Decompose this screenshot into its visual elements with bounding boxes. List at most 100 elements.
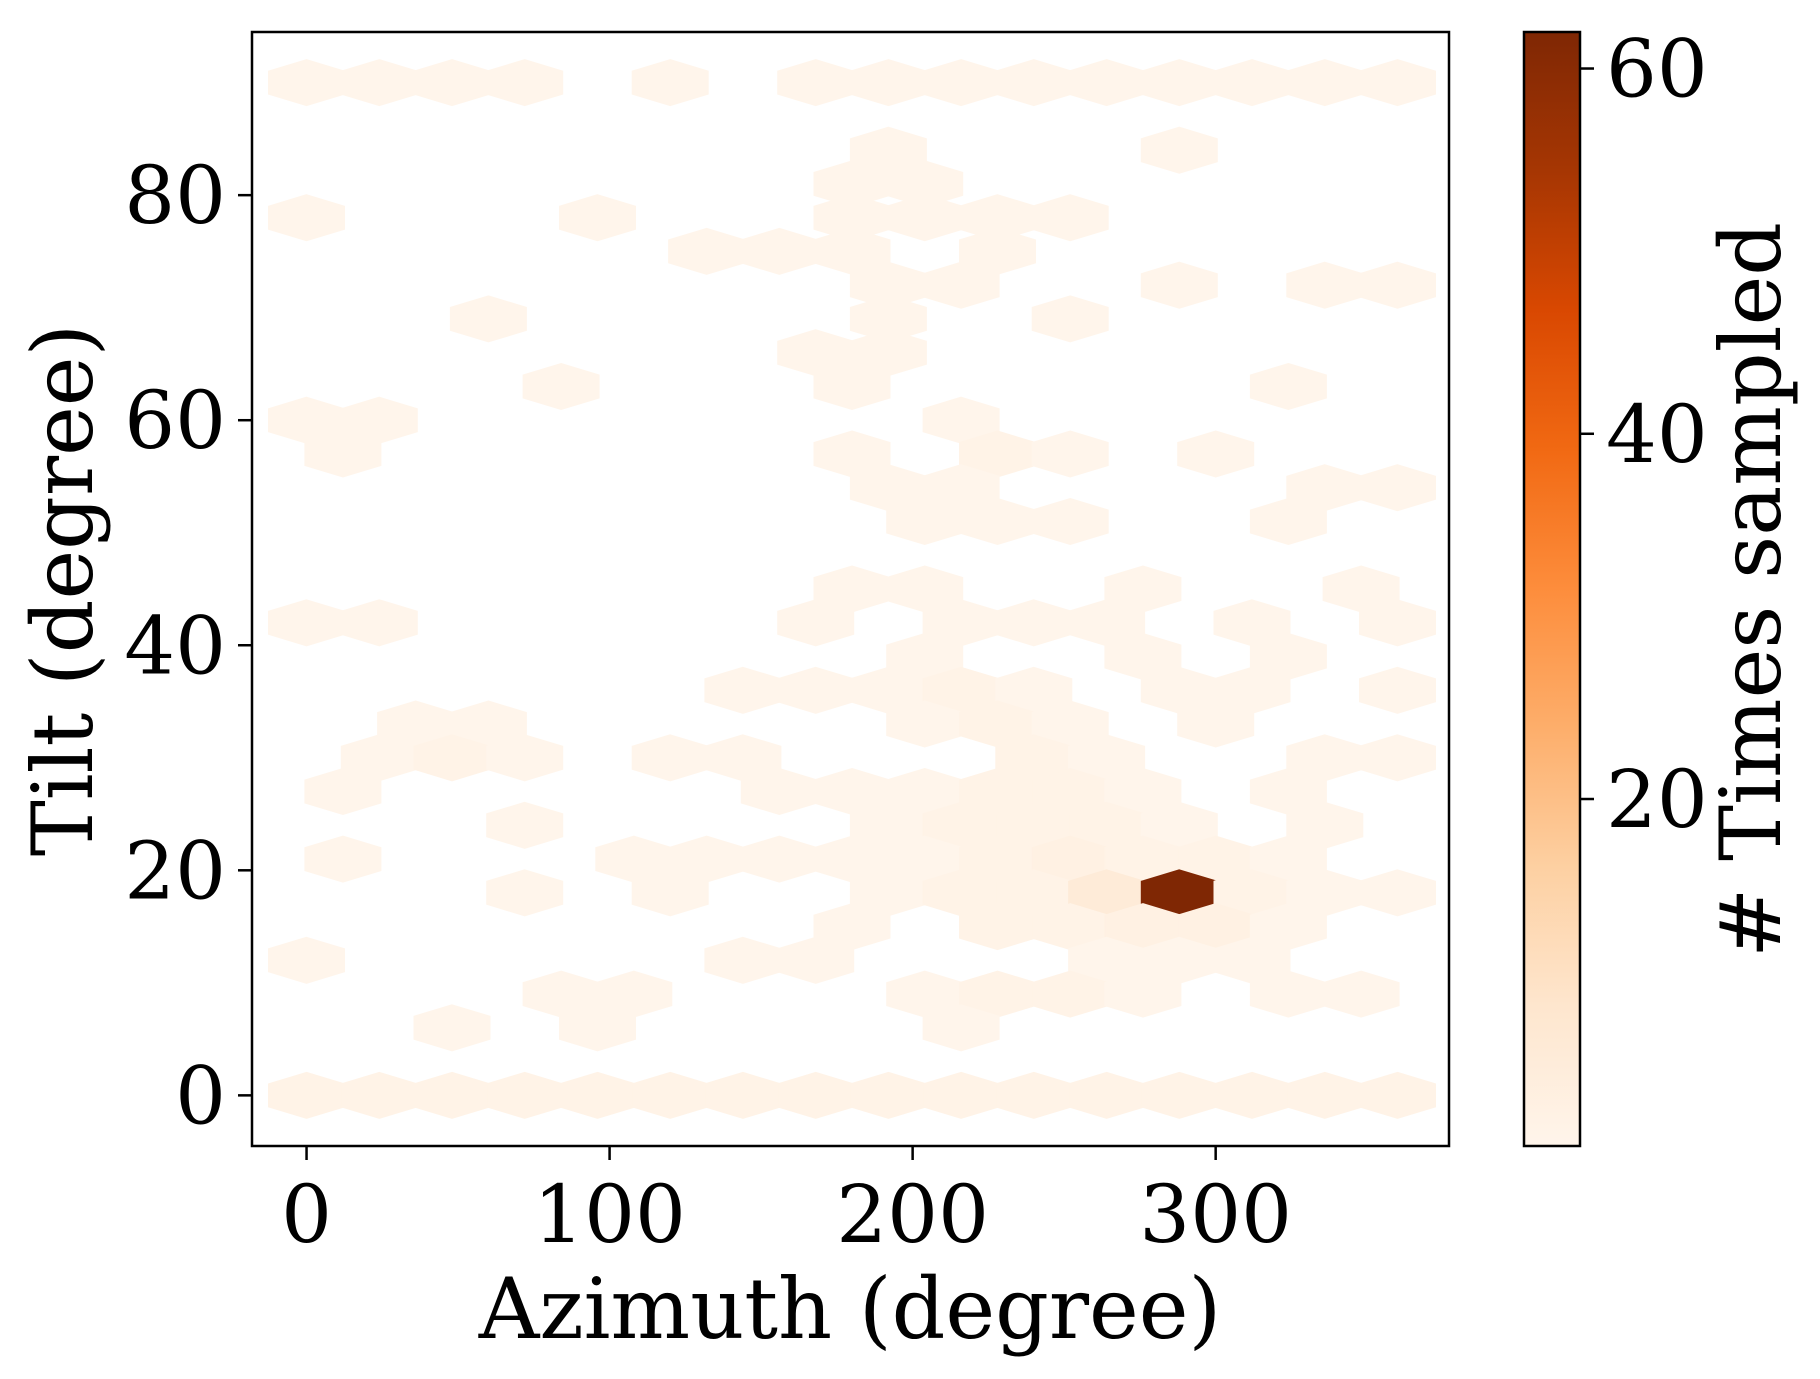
hexbin-cell: [631, 59, 709, 107]
y-axis-ticks: 0 20 40 60 80: [124, 149, 252, 1142]
colorbar-tick-label: 60: [1606, 23, 1708, 116]
x-tick-label: 300: [1139, 1168, 1292, 1261]
hexbin-cell: [413, 1004, 491, 1052]
hexbin-cell: [1104, 970, 1182, 1018]
hexbin-cell: [268, 599, 345, 647]
y-tick-label: 40: [124, 599, 226, 692]
hexbin-cell: [340, 1071, 418, 1119]
hexbin-cell: [413, 59, 491, 107]
hexbin-cell: [922, 1004, 1000, 1052]
hexbin-cell: [1068, 1071, 1146, 1119]
hexbin-cell: [1213, 1071, 1291, 1119]
hexbin-cells: [268, 59, 1436, 1119]
y-tick-label: 0: [175, 1049, 226, 1142]
colorbar-tick-label: 40: [1606, 388, 1708, 481]
hexbin-cell: [995, 599, 1073, 647]
hexbin-cell: [1140, 59, 1218, 107]
hexbin-cell: [922, 261, 1000, 309]
hexbin-cell: [704, 936, 782, 984]
hexbin-cell: [1031, 295, 1109, 343]
hexbin-cell: [268, 1071, 345, 1119]
hexbin-cell: [268, 936, 345, 984]
hexbin-cell: [522, 362, 600, 411]
colorbar-ticks: 20 40 60: [1580, 23, 1708, 846]
hexbin-cell: [704, 1071, 782, 1119]
hexbin-cell: [1359, 59, 1436, 107]
hexbin-cell: [922, 1071, 1000, 1119]
hexbin-cell: [340, 59, 418, 107]
y-tick-label: 20: [124, 824, 226, 917]
hexbin-cell: [1359, 261, 1436, 309]
hexbin-cell: [631, 1071, 709, 1119]
hexbin-cell: [486, 59, 564, 107]
hexbin-cell: [340, 599, 418, 647]
hexbin-cell: [1249, 362, 1327, 411]
hexbin-cell: [922, 59, 1000, 107]
hexbin-cell: [1031, 194, 1109, 242]
hexbin-cell: [1140, 261, 1218, 309]
hexbin-cell: [1359, 464, 1436, 512]
hexbin-cell: [1286, 261, 1364, 309]
hexbin-cell: [849, 1071, 927, 1119]
hexbin-cell: [1359, 666, 1436, 714]
hexbin-cell: [631, 734, 709, 782]
x-axis-ticks: 0 100 200 300: [281, 1146, 1292, 1261]
colorbar-label: # Times sampled: [1702, 222, 1800, 958]
hexbin-cell: [1286, 1071, 1364, 1119]
hexbin-cell: [849, 59, 927, 107]
hexbin-cell: [813, 362, 891, 411]
hexbin-cell: [1249, 497, 1327, 546]
hexbin-cell: [995, 1071, 1073, 1119]
hexbin-cell: [1177, 430, 1255, 478]
hexbin-cell: [1359, 599, 1436, 647]
hexbin-cell: [1286, 59, 1364, 107]
hexbin-cell: [268, 194, 345, 242]
x-tick-label: 100: [533, 1168, 686, 1261]
hexbin-cell: [1359, 869, 1436, 917]
hexbin-cell: [740, 227, 818, 275]
hexbin-cell: [668, 227, 746, 275]
hexbin-cell: [1359, 734, 1436, 782]
hexbin-cell: [1359, 1071, 1436, 1119]
hexbin-cell: [777, 1071, 855, 1119]
hexbin-cell: [1213, 59, 1291, 107]
hexbin-cell: [559, 194, 636, 242]
hexbin-cell: [304, 835, 382, 883]
hexbin-cell: [777, 59, 855, 107]
hexbin-cell: [1177, 700, 1255, 748]
hexbin-cell: [995, 59, 1073, 107]
hexbin-cell: [486, 734, 564, 782]
y-tick-label: 80: [124, 149, 226, 242]
hexbin-cell: [1322, 970, 1400, 1018]
x-axis-label: Azimuth (degree): [478, 1260, 1221, 1358]
plot-frame: [250, 30, 1451, 1148]
hexbin-cell: [777, 666, 855, 714]
hexbin-cell: [631, 869, 709, 917]
hexbin-cell: [304, 430, 382, 478]
x-tick-label: 200: [836, 1168, 989, 1261]
y-tick-label: 60: [124, 374, 226, 467]
hexbin-cell: [1140, 126, 1218, 174]
x-tick-label: 0: [281, 1168, 332, 1261]
colorbar: [1522, 30, 1582, 1148]
hexbin-cell: [304, 767, 382, 816]
hexbin-cell: [559, 1071, 636, 1119]
hexbin-cell: [1140, 1071, 1218, 1119]
hexbin-cell: [1031, 430, 1109, 478]
hexbin-cell: [268, 59, 345, 107]
hexbin-cell: [886, 194, 964, 242]
hexbin-cell: [413, 1071, 491, 1119]
colorbar-tick-label: 20: [1606, 753, 1708, 846]
hexbin-cell: [1068, 59, 1146, 107]
hexbin-cell: [740, 835, 818, 883]
hexbin-cell: [1031, 497, 1109, 546]
hexbin-cell: [486, 801, 564, 849]
hexbin-cell: [559, 1004, 636, 1052]
hexbin-cell: [486, 869, 564, 917]
hexbin-cell: [777, 599, 855, 647]
y-axis-label: Tilt (degree): [14, 324, 112, 857]
hexbin-cell: [486, 1071, 564, 1119]
hexbin-cell: [449, 295, 527, 343]
hexbin-cell: [704, 666, 782, 714]
